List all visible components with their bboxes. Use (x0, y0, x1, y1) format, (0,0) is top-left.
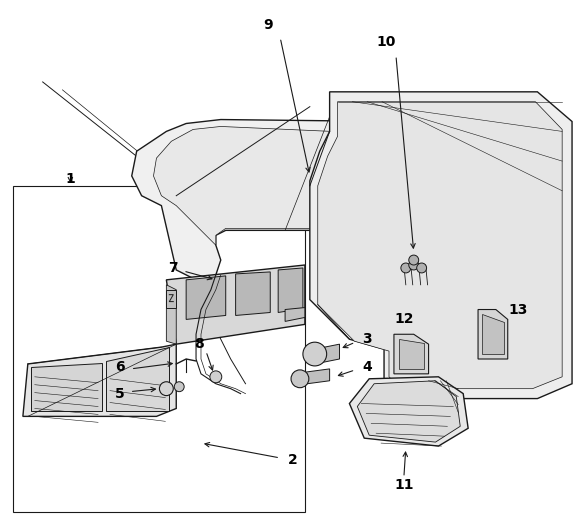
Text: 6: 6 (115, 360, 125, 374)
Text: 11: 11 (394, 478, 413, 491)
Text: 4: 4 (362, 360, 372, 374)
Polygon shape (236, 272, 270, 315)
Polygon shape (318, 102, 562, 389)
Polygon shape (315, 344, 339, 364)
Polygon shape (153, 126, 423, 245)
Polygon shape (310, 92, 572, 398)
Text: 3: 3 (362, 332, 372, 346)
Polygon shape (132, 120, 443, 280)
Polygon shape (285, 307, 305, 322)
Polygon shape (278, 268, 303, 313)
Text: 1: 1 (65, 172, 75, 186)
Circle shape (174, 382, 184, 391)
Polygon shape (482, 314, 504, 354)
Circle shape (210, 371, 222, 383)
Polygon shape (106, 347, 169, 412)
Polygon shape (399, 339, 423, 369)
Circle shape (291, 370, 309, 388)
Text: 7: 7 (169, 261, 178, 275)
Circle shape (401, 263, 411, 273)
Text: 2: 2 (288, 453, 298, 467)
Polygon shape (300, 369, 330, 385)
Text: 8: 8 (194, 337, 204, 351)
Text: 10: 10 (376, 35, 396, 49)
Polygon shape (166, 290, 176, 307)
Circle shape (303, 342, 327, 366)
Text: 12: 12 (394, 313, 413, 326)
Polygon shape (345, 122, 419, 136)
Text: 9: 9 (263, 17, 273, 32)
Polygon shape (358, 381, 460, 442)
Polygon shape (166, 285, 176, 344)
Text: 13: 13 (508, 303, 527, 316)
Polygon shape (349, 377, 468, 446)
Text: 5: 5 (115, 387, 125, 400)
Polygon shape (394, 334, 429, 374)
Circle shape (409, 255, 419, 265)
Polygon shape (31, 363, 102, 412)
Circle shape (409, 260, 419, 270)
Circle shape (159, 382, 173, 396)
Polygon shape (23, 344, 176, 416)
Polygon shape (478, 309, 507, 359)
Polygon shape (166, 265, 305, 344)
Polygon shape (186, 276, 226, 320)
Circle shape (417, 263, 426, 273)
